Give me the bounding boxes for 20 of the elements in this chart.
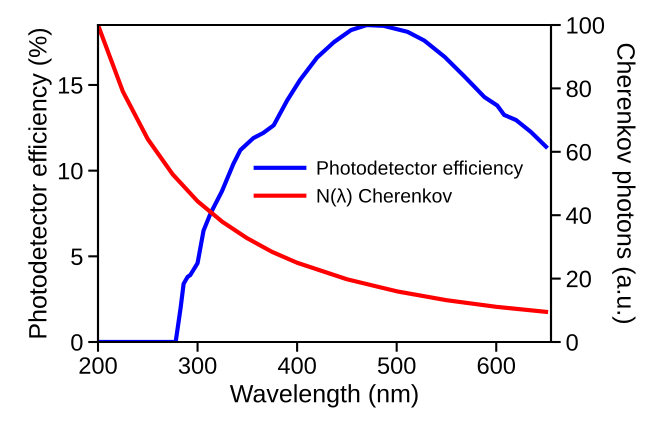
y-tick-label: 5 xyxy=(71,248,82,266)
y2-tick-label: 60 xyxy=(566,144,591,161)
y-axis-title: Photodetector efficiency (%) xyxy=(28,28,52,338)
y2-tick-label: 100 xyxy=(567,17,604,34)
legend-label: Photodetector efficiency xyxy=(318,160,524,179)
y2-axis-title: Cherenkov photons (a.u.) xyxy=(612,44,636,324)
x-tick-label: 600 xyxy=(478,357,516,374)
x-tick-label: 400 xyxy=(278,357,316,374)
y-tick-label: 0 xyxy=(71,334,82,351)
y2-tick-label: 40 xyxy=(566,207,591,224)
x-tick-label: 300 xyxy=(178,357,216,374)
y2-tick-label: 0 xyxy=(566,334,578,351)
x-axis-title: Wavelength (nm) xyxy=(230,384,418,408)
y2-tick-label: 80 xyxy=(566,80,591,98)
legend-label: N(λ) Cherenkov xyxy=(318,188,452,206)
y2-tick-label: 20 xyxy=(566,270,591,288)
x-tick-label: 500 xyxy=(378,357,416,374)
x-tick-label: 200 xyxy=(79,357,117,374)
y-tick-label: 15 xyxy=(58,77,82,94)
y-tick-label: 10 xyxy=(58,162,82,180)
